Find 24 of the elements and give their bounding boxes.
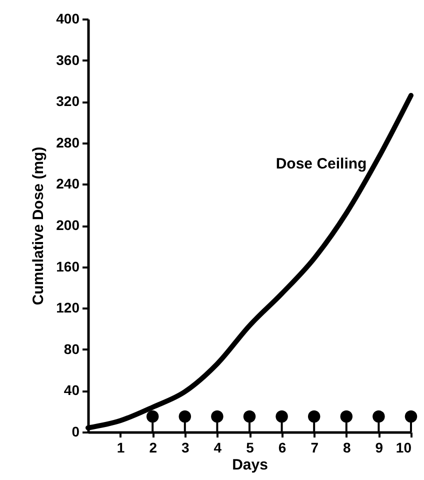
series-label: Dose Ceiling <box>276 155 367 172</box>
x-axis-title: Days <box>232 456 268 474</box>
x-tick-label: 9 <box>375 440 384 456</box>
x-tick-label: 7 <box>310 440 319 456</box>
y-tick-label: 0 <box>72 424 80 440</box>
y-tick-label: 360 <box>56 52 80 68</box>
x-tick-label: 6 <box>278 440 286 456</box>
y-tick-label: 240 <box>56 176 80 192</box>
y-tick-label: 80 <box>64 340 80 357</box>
y-tick-label: 320 <box>56 93 80 110</box>
y-tick-label: 40 <box>64 382 80 398</box>
y-axis-title: Cumulative Dose (mg) <box>30 146 48 306</box>
x-tick-label: 10 <box>396 440 412 456</box>
x-tick-label: 4 <box>214 440 222 456</box>
x-tick-label: 3 <box>182 440 190 456</box>
y-tick-label: 400 <box>56 10 80 26</box>
x-tick-label: 5 <box>246 440 254 456</box>
x-tick-label: 8 <box>343 440 351 456</box>
y-tick-label: 160 <box>56 258 80 274</box>
y-tick-label: 200 <box>56 217 80 233</box>
x-tick-label: 1 <box>116 440 125 456</box>
y-tick-label: 120 <box>56 300 80 316</box>
y-tick-label: 280 <box>56 134 80 150</box>
x-tick-label: 2 <box>149 440 158 456</box>
